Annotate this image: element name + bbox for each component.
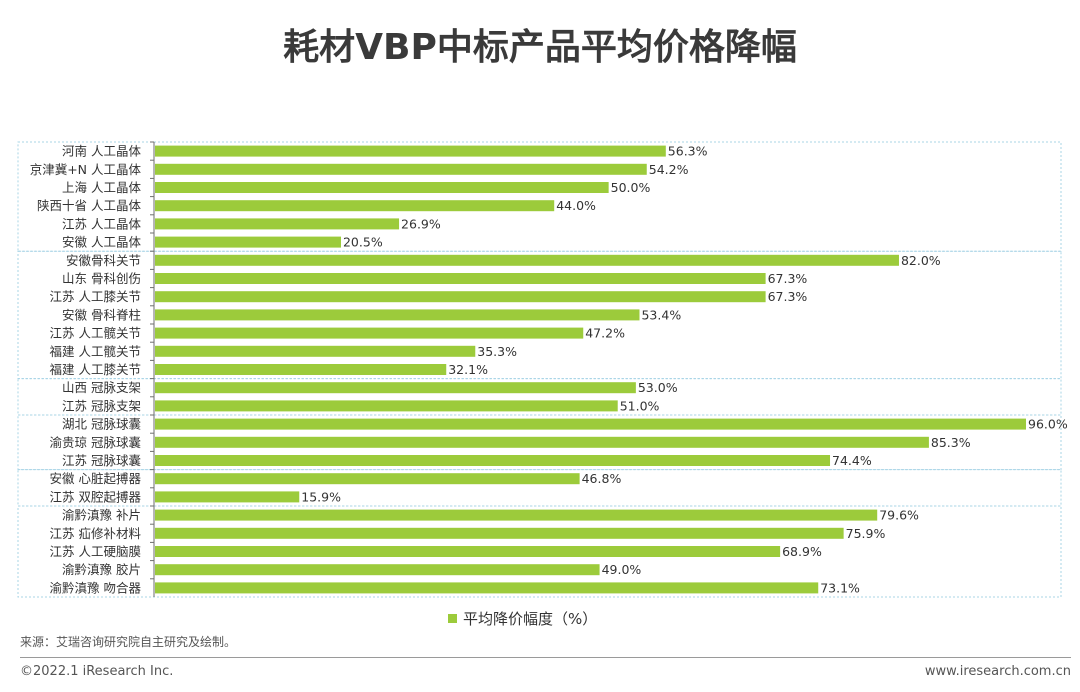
category-label: 江苏 双腔起搏器 <box>50 489 142 504</box>
data-label: 75.9% <box>846 526 886 541</box>
data-label: 26.9% <box>401 216 441 231</box>
data-label: 79.6% <box>879 508 919 523</box>
website-url: www.iresearch.com.cn <box>924 664 1071 679</box>
data-label: 85.3% <box>931 435 971 450</box>
category-label: 安徽 心脏起搏器 <box>50 471 142 486</box>
data-label: 35.3% <box>477 344 517 359</box>
group-box-3 <box>17 414 1062 471</box>
bar <box>155 400 618 412</box>
data-label: 46.8% <box>582 471 622 486</box>
category-label: 河南 人工晶体 <box>62 144 141 159</box>
data-label: 73.1% <box>820 580 860 595</box>
bar <box>155 546 781 557</box>
bar <box>155 491 300 503</box>
data-label: 53.4% <box>641 307 681 322</box>
bar <box>155 418 1026 430</box>
bar <box>155 327 584 339</box>
category-label: 安徽骨科关节 <box>66 253 141 268</box>
data-label: 96.0% <box>1028 417 1068 432</box>
bar <box>155 200 555 212</box>
copyright: ©2022.1 iResearch Inc. <box>20 664 174 679</box>
data-label: 32.1% <box>448 362 488 377</box>
footer-divider <box>20 657 1071 658</box>
data-label: 15.9% <box>301 489 341 504</box>
category-label: 江苏 人工髋关节 <box>50 326 141 341</box>
category-label: 安徽 人工晶体 <box>62 235 141 250</box>
bar <box>155 291 766 303</box>
data-label: 44.0% <box>556 198 596 213</box>
bar <box>155 309 640 321</box>
category-label: 江苏 冠脉球囊 <box>62 453 141 468</box>
category-label: 渝贵琼 冠脉球囊 <box>50 435 141 450</box>
bar-chart: 河南 人工晶体 56.3% 京津冀+N 人工晶体 54.2% 上海 人工晶体 50.0% 陕… <box>17 141 1068 598</box>
bar <box>155 564 600 576</box>
data-label: 49.0% <box>602 562 642 577</box>
category-label: 安徽 骨科脊柱 <box>62 307 141 322</box>
category-label: 江苏 人工晶体 <box>62 216 141 231</box>
data-label: 67.3% <box>768 271 808 286</box>
bar <box>155 163 647 175</box>
bar <box>155 364 447 375</box>
category-label: 渝黔滇豫 补片 <box>62 508 141 523</box>
data-label: 74.4% <box>832 453 872 468</box>
category-label: 陕西十省 人工晶体 <box>37 198 141 213</box>
bar <box>155 182 609 193</box>
legend-swatch <box>448 614 457 623</box>
page-title: 耗材VBP中标产品平均价格降幅 <box>283 27 797 68</box>
data-label: 68.9% <box>782 544 822 559</box>
category-label: 渝黔滇豫 胶片 <box>62 562 141 577</box>
category-label: 京津冀+N 人工晶体 <box>30 162 142 177</box>
data-label: 67.3% <box>768 289 808 304</box>
data-label: 82.0% <box>901 253 941 268</box>
bar <box>155 254 899 266</box>
legend-label: 平均降价幅度（%） <box>463 610 598 628</box>
data-label: 20.5% <box>343 235 383 250</box>
group-box-5 <box>17 505 1062 598</box>
bar <box>155 145 666 157</box>
bar <box>155 236 341 248</box>
chart-legend: 平均降价幅度（%） <box>448 608 597 629</box>
category-label: 上海 人工晶体 <box>62 180 141 195</box>
data-label: 51.0% <box>620 398 660 413</box>
data-label: 50.0% <box>611 180 651 195</box>
bar <box>155 382 636 394</box>
category-label: 山西 冠脉支架 <box>62 380 141 395</box>
bar <box>155 455 831 466</box>
category-label: 福建 人工膝关节 <box>50 362 141 377</box>
category-label: 江苏 疝修补材料 <box>50 526 142 541</box>
bar <box>155 473 580 485</box>
data-label: 47.2% <box>585 326 625 341</box>
data-label: 54.2% <box>649 162 689 177</box>
bar <box>155 273 766 284</box>
bar <box>155 218 400 230</box>
bar <box>155 509 878 521</box>
data-label: 53.0% <box>638 380 678 395</box>
bar <box>155 345 476 357</box>
group-box-0 <box>17 141 1062 252</box>
category-label: 江苏 冠脉支架 <box>62 398 141 413</box>
category-label: 山东 骨科创伤 <box>62 271 141 286</box>
category-label: 渝黔滇豫 吻合器 <box>50 580 142 595</box>
bar <box>155 582 819 594</box>
category-label: 江苏 人工膝关节 <box>50 289 141 304</box>
bar <box>155 436 929 448</box>
category-label: 福建 人工髋关节 <box>50 344 141 359</box>
group-box-1 <box>17 250 1062 380</box>
source-note: 来源：艾瑞咨询研究院自主研究及绘制。 <box>20 635 237 649</box>
bar <box>155 527 844 539</box>
category-label: 江苏 人工硬脑膜 <box>50 544 141 559</box>
data-label: 56.3% <box>668 144 708 159</box>
category-label: 湖北 冠脉球囊 <box>62 417 141 432</box>
